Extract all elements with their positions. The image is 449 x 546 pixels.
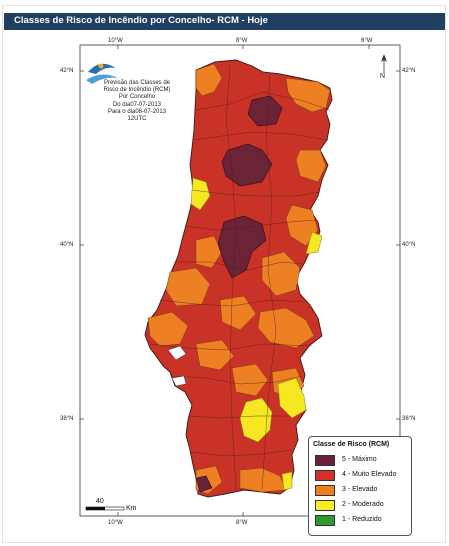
estuaries <box>167 345 187 387</box>
tick-marks <box>80 45 400 516</box>
tick-right-42n: 42°N <box>402 68 416 74</box>
scale-value: 40 <box>96 498 104 505</box>
tick-right-40n: 40°N <box>402 242 416 248</box>
info-line: Para o dia08-07-2013 <box>107 108 167 115</box>
tick-bottom-10w: 10°W <box>108 520 123 526</box>
map-border <box>79 44 401 517</box>
tick-left-40n: 40°N <box>60 242 74 248</box>
north-arrow-icon <box>381 54 387 74</box>
legend-item: 2 - Moderado <box>315 500 411 512</box>
north-label: N <box>380 73 386 80</box>
legend-label: 1 - Reduzido <box>342 516 382 523</box>
scale-bar <box>85 506 125 511</box>
page-header: Classes de Risco de Incêndio por Concelh… <box>4 13 445 30</box>
legend-item: 1 - Reduzido <box>315 515 411 527</box>
info-line: Do dia07-07-2013 <box>112 101 162 108</box>
content-frame <box>2 5 446 543</box>
tick-left-38n: 38°N <box>60 416 74 422</box>
risk-legend: Classe de Risco (RCM) 5 - Máximo 4 - Mui… <box>308 436 412 536</box>
info-line: Por Concelho <box>118 94 156 101</box>
tick-top-6w: 6°W <box>361 38 373 44</box>
tick-bottom-8w: 8°W <box>236 520 248 526</box>
tick-top-8w: 8°W <box>236 38 248 44</box>
info-line: Risco de Incêndio (RCM) <box>103 87 171 94</box>
legend-item: 5 - Máximo <box>315 455 411 467</box>
ipma-logo <box>86 63 118 84</box>
legend-label: 5 - Máximo <box>342 456 377 463</box>
municipality-boundaries <box>149 65 331 491</box>
legend-swatch <box>315 515 335 526</box>
legend-label: 3 - Elevado <box>342 486 378 493</box>
legend-swatch <box>315 500 335 511</box>
region-moderate <box>190 177 323 491</box>
legend-swatch <box>315 470 335 481</box>
legend-item: 3 - Elevado <box>315 485 411 497</box>
legend-label: 4 - Muito Elevado <box>342 471 397 478</box>
region-maximum <box>195 95 283 493</box>
legend-label: 2 - Moderado <box>342 501 384 508</box>
legend-swatch <box>315 455 335 466</box>
info-line: Previsão das Classes de <box>103 80 171 86</box>
forecast-info: Previsão das Classes de Risco de Incêndi… <box>82 80 192 123</box>
tick-right-38n: 38°N <box>402 416 416 422</box>
page-title: Classes de Risco de Incêndio por Concelh… <box>14 15 268 26</box>
tick-top-10w: 10°W <box>108 38 123 44</box>
info-line: 12UTC <box>127 116 147 123</box>
legend-title: Classe de Risco (RCM) <box>313 441 390 448</box>
legend-swatch <box>315 485 335 496</box>
legend-item: 4 - Muito Elevado <box>315 470 411 482</box>
scale-unit: Km <box>126 505 137 512</box>
tick-left-42n: 42°N <box>60 68 74 74</box>
